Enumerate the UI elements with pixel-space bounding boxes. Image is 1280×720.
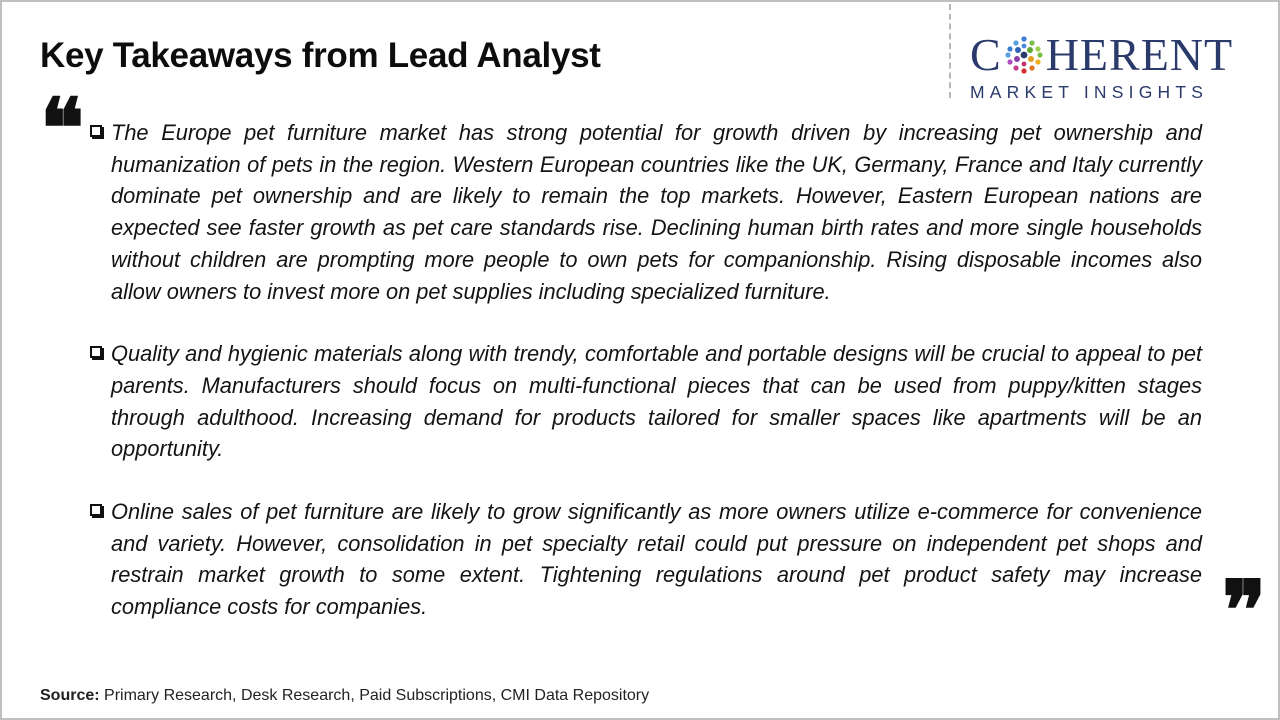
source-label: Source:	[40, 687, 100, 704]
logo-letter-c: C	[970, 32, 1002, 78]
checkbox-bullet-icon	[90, 125, 102, 137]
page-title: Key Takeaways from Lead Analyst	[40, 36, 601, 76]
open-quote-icon: ❝	[40, 88, 84, 170]
logo-letters-herent: HERENT	[1046, 32, 1233, 78]
takeaways-list: The Europe pet furniture market has stro…	[88, 117, 1202, 654]
list-item-text: Quality and hygienic materials along wit…	[111, 338, 1202, 465]
logo-subtitle: MARKET INSIGHTS	[970, 82, 1262, 103]
list-item: Quality and hygienic materials along wit…	[88, 338, 1202, 465]
logo-wordmark: C	[970, 32, 1262, 78]
checkbox-bullet-icon	[90, 346, 102, 358]
logo-divider	[949, 4, 951, 98]
list-item: Online sales of pet furniture are likely…	[88, 496, 1202, 623]
list-item-text: The Europe pet furniture market has stro…	[111, 117, 1202, 307]
logo-dots-icon	[1004, 35, 1044, 75]
source-text: Primary Research, Desk Research, Paid Su…	[100, 687, 650, 704]
list-item: The Europe pet furniture market has stro…	[88, 117, 1202, 307]
close-quote-icon: ❞	[1222, 570, 1266, 652]
source-note: Source: Primary Research, Desk Research,…	[40, 687, 649, 705]
company-logo: C	[970, 32, 1262, 103]
checkbox-bullet-icon	[90, 504, 102, 516]
list-item-text: Online sales of pet furniture are likely…	[111, 496, 1202, 623]
